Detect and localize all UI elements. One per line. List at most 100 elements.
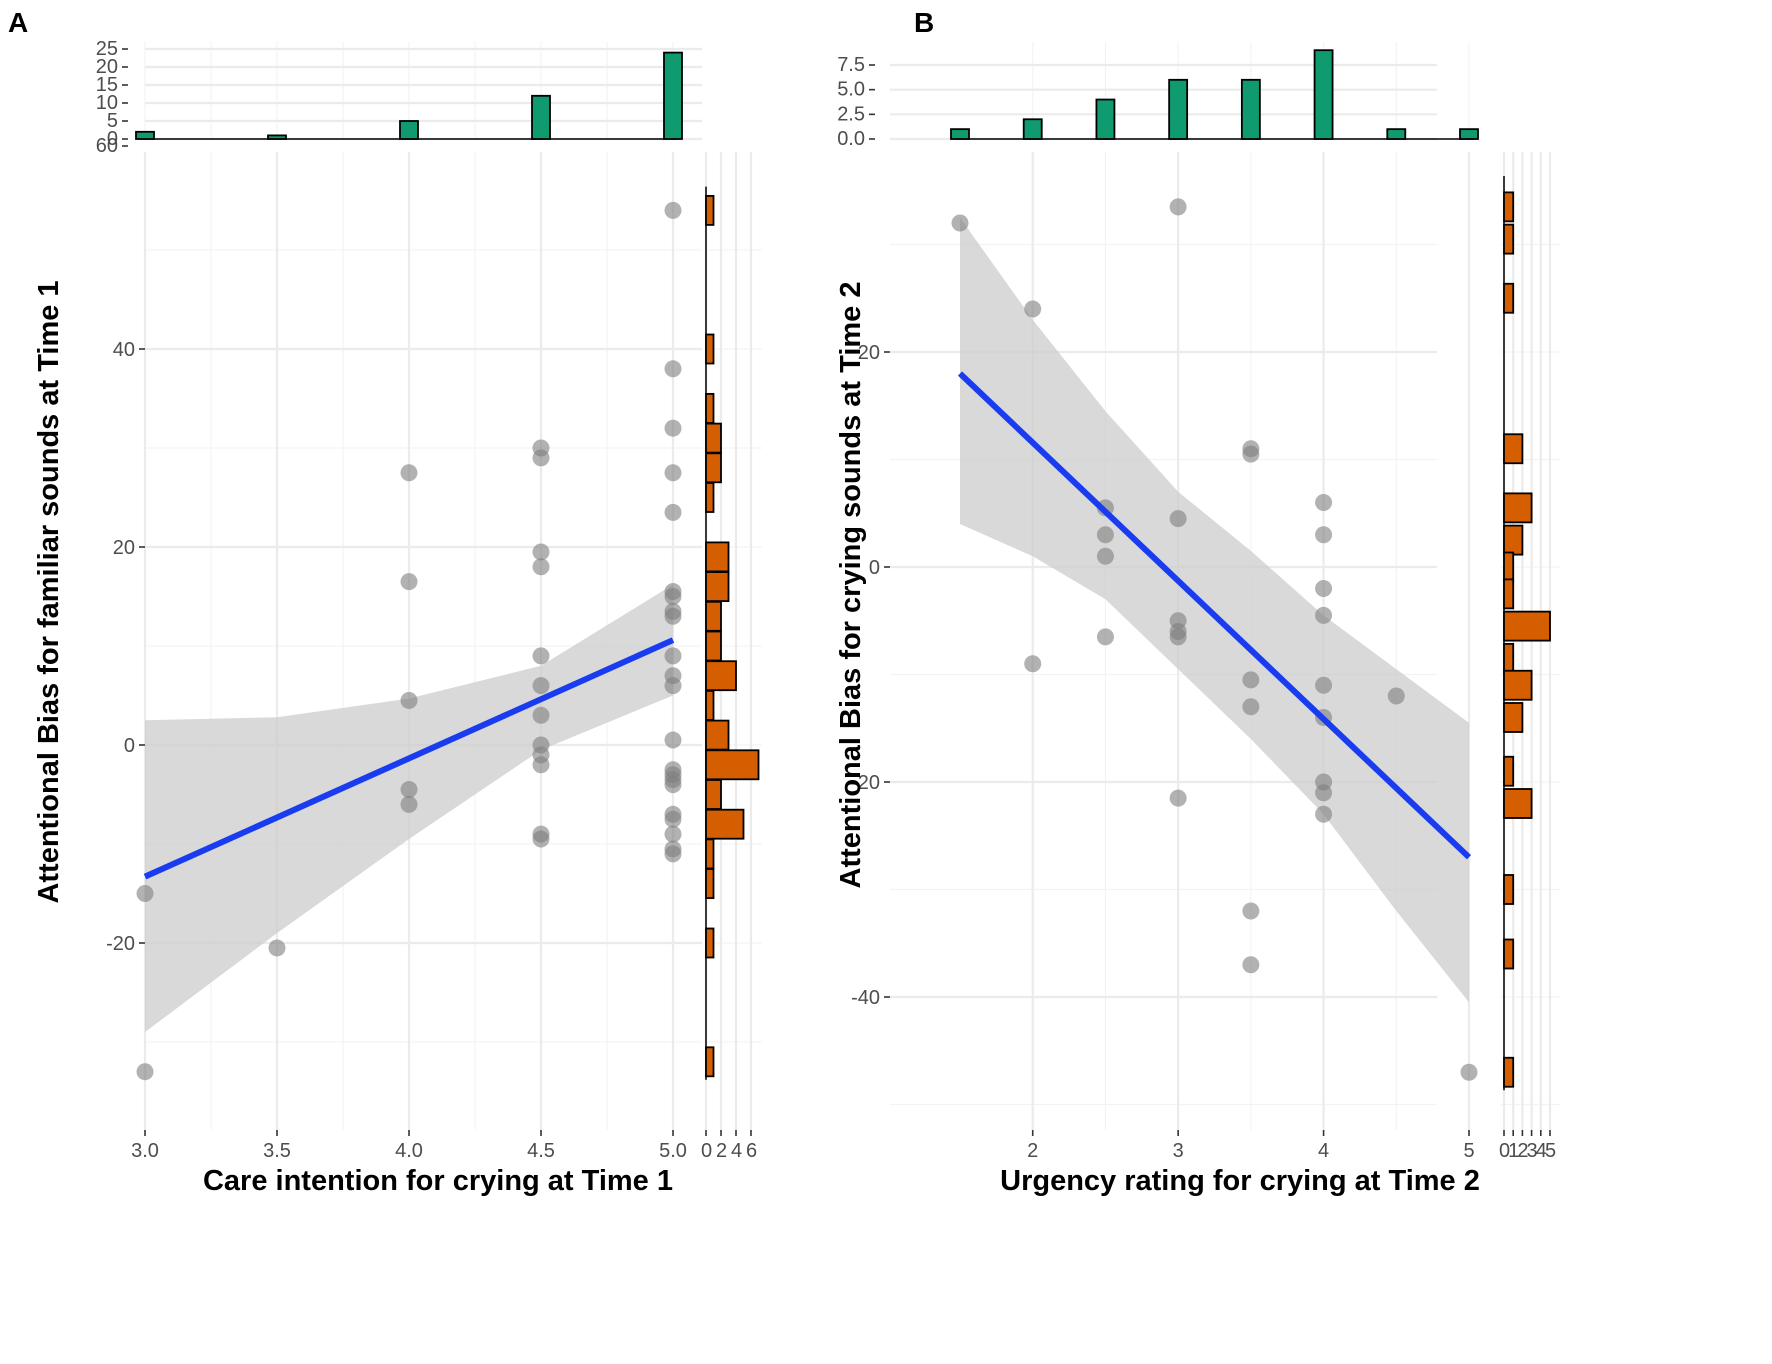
y-tick-label: -40 [851,987,880,1009]
data-point [136,885,154,902]
data-point [1242,956,1260,974]
side-hist-bar [705,808,745,840]
side-hist-bar [705,779,722,810]
side-hist-bar [1503,1056,1515,1088]
top-hist-tick-label: 5 [107,110,118,132]
side-hist-bar [1503,702,1524,733]
y-axis-title: Attentional Bias for crying sounds at Ti… [835,282,867,889]
data-point [1315,526,1333,544]
regression-line [957,371,1472,860]
y-tick-label: -20 [106,933,135,955]
side-hist-bar [705,571,730,602]
side-hist-bar [1503,223,1515,255]
data-point [400,795,418,813]
confidence-ribbon [960,217,1469,1003]
data-point [664,825,682,843]
side-hist-tick-label: 1 [1508,1140,1519,1162]
side-hist-bar [1503,669,1533,701]
side-hist-bar [705,630,722,662]
top-hist-bar [1240,78,1261,140]
top-hist-bar [135,130,155,140]
y-tick-label: 40 [113,339,135,361]
top-hist-tick-label: 5.0 [837,79,865,101]
side-hist-bar [705,1046,715,1078]
regression-line [143,637,675,880]
data-point [400,573,418,591]
data-point [1315,606,1333,624]
data-point [1315,580,1333,597]
top-hist-bar [663,51,683,140]
data-point [664,464,682,482]
top-histogram: 0.0 2.55.0 7.5 [837,42,1479,150]
top-hist-tick-label: 20 [96,56,118,78]
top-hist-bar [531,94,551,140]
x-tick-label: 4.5 [527,1140,555,1162]
data-point [664,360,682,378]
side-hist-tick-label: 6 [746,1140,757,1162]
side-hist-bar [1503,874,1515,905]
top-hist-tick-label: 7.5 [837,54,865,76]
y-tick-label: 20 [113,537,135,559]
data-point [1387,687,1405,705]
data-point [664,731,682,749]
top-hist-tick-label: 2.5 [837,103,865,125]
top-hist-bar [950,128,970,140]
y-axis-title: Attentional Bias for familiar sounds at … [33,280,65,903]
data-point [1242,902,1260,920]
side-hist-bar [705,482,715,513]
side-hist-bar [705,838,715,870]
side-hist-tick-label: 2 [1517,1140,1528,1162]
data-point [400,781,418,799]
top-hist-bar [267,134,287,140]
x-tick-label: 2 [1027,1140,1038,1162]
data-point [268,939,286,957]
data-point [1096,547,1114,565]
side-hist-bar [705,660,737,692]
top-hist-bar [1386,128,1407,140]
side-hist-bar [1503,191,1515,223]
scatter-points [951,198,1478,1081]
data-point [1460,1063,1478,1081]
data-point [1169,198,1187,216]
data-point [1315,676,1333,694]
x-tick-label: 5.0 [659,1140,687,1162]
side-hist-bar [705,422,722,454]
data-point [664,607,682,625]
top-hist-tick-label: 15 [96,74,118,96]
x-axis-title: Urgency rating for crying at Time 2 [1000,1165,1480,1197]
data-point [1096,526,1114,544]
data-point [1024,655,1042,673]
side-hist-tick-label: 0 [701,1140,712,1162]
data-point [532,543,550,561]
side-hist-tick-label: 0 [1499,1140,1510,1162]
side-hist-bar [705,333,715,365]
data-point [532,647,550,665]
data-point [1169,789,1187,807]
side-hist-bar [705,749,760,781]
data-point [1169,628,1187,646]
x-tick-label: 3.5 [263,1140,291,1162]
data-point [532,558,550,576]
data-point [1315,805,1333,823]
top-hist-tick-label: 10 [96,92,118,114]
panel-letter-a: A [8,7,28,38]
side-hist-tick-label: 4 [1536,1140,1547,1162]
side-hist-bar [705,868,715,899]
data-point [1024,300,1042,318]
data-point [532,706,550,724]
data-point [951,214,969,232]
top-hist-tick-label: 60 [96,135,118,157]
side-hist-bar [1503,492,1533,524]
top-hist-bar [1459,128,1479,140]
side-hist-bar [1503,524,1524,556]
x-tick-label: 3.0 [131,1140,159,1162]
top-hist-bar [399,120,419,140]
scatter-points [136,201,682,1081]
data-point [532,756,550,774]
side-hist-bar [705,392,715,424]
top-hist-tick-label: 0.0 [837,128,865,150]
side-hist-bar [705,690,715,721]
y-tick-label: -20 [851,772,880,794]
